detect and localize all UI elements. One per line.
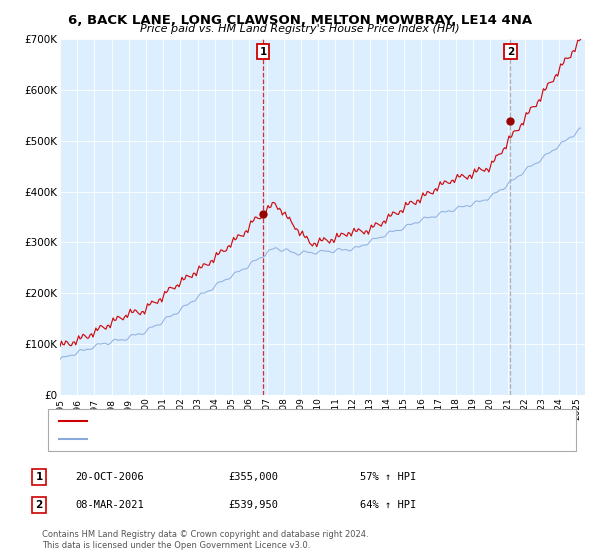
Text: 6, BACK LANE, LONG CLAWSON, MELTON MOWBRAY, LE14 4NA: 6, BACK LANE, LONG CLAWSON, MELTON MOWBR… — [68, 14, 532, 27]
Text: HPI: Average price, detached house, Melton: HPI: Average price, detached house, Melt… — [93, 434, 307, 444]
Text: Price paid vs. HM Land Registry's House Price Index (HPI): Price paid vs. HM Land Registry's House … — [140, 24, 460, 34]
Text: 20-OCT-2006: 20-OCT-2006 — [75, 472, 144, 482]
Point — [259, 210, 268, 219]
Text: Contains HM Land Registry data © Crown copyright and database right 2024.: Contains HM Land Registry data © Crown c… — [42, 530, 368, 539]
Text: £539,950: £539,950 — [228, 500, 278, 510]
Text: This data is licensed under the Open Government Licence v3.0.: This data is licensed under the Open Gov… — [42, 541, 310, 550]
Text: 2: 2 — [507, 46, 514, 57]
Text: £355,000: £355,000 — [228, 472, 278, 482]
Text: 6, BACK LANE, LONG CLAWSON, MELTON MOWBRAY, LE14 4NA (detached house): 6, BACK LANE, LONG CLAWSON, MELTON MOWBR… — [93, 416, 490, 426]
Text: 1: 1 — [35, 472, 43, 482]
Point — [506, 116, 515, 125]
Text: 08-MAR-2021: 08-MAR-2021 — [75, 500, 144, 510]
Text: 57% ↑ HPI: 57% ↑ HPI — [360, 472, 416, 482]
Text: 1: 1 — [259, 46, 267, 57]
Text: 2: 2 — [35, 500, 43, 510]
Text: 64% ↑ HPI: 64% ↑ HPI — [360, 500, 416, 510]
